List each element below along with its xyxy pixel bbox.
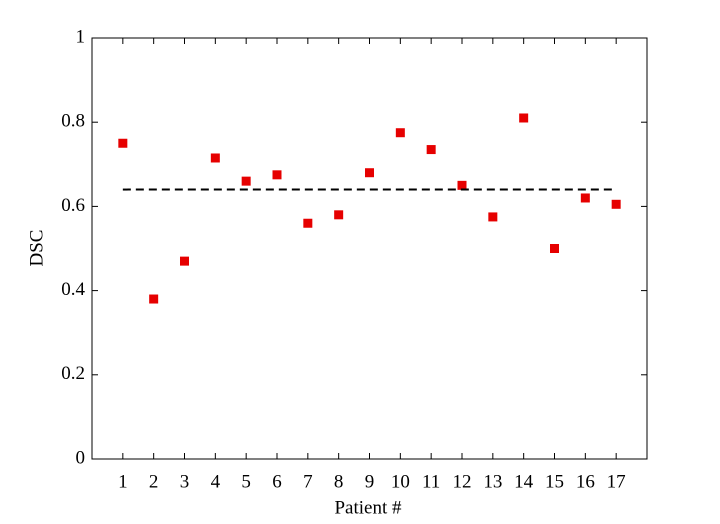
point [334,210,344,220]
y-tick-label: 0.4 [61,279,85,300]
point [395,128,405,138]
x-tick-label: 16 [576,471,595,492]
point [488,212,498,222]
point [611,199,621,209]
point [426,145,436,155]
point [365,168,374,178]
x-tick-label: 9 [365,471,375,492]
x-tick-label: 14 [514,471,534,492]
x-tick-label: 3 [180,471,190,492]
point [241,176,251,186]
x-tick-label: 8 [334,471,344,492]
x-tick-label: 1 [118,471,128,492]
point [118,138,128,148]
point [149,294,159,304]
point [303,218,313,228]
x-tick-label: 12 [453,471,472,492]
point [580,193,590,203]
x-tick-label: 17 [607,471,626,492]
y-tick-label: 0.8 [61,111,85,132]
y-tick-label: 1 [76,26,86,47]
y-tick-label: 0.2 [61,363,85,384]
point [550,244,559,253]
x-tick-label: 2 [149,471,159,492]
x-tick-label: 11 [422,471,440,492]
x-tick-label: 4 [211,471,221,492]
point [180,256,189,266]
y-tick-label: 0.6 [61,195,85,216]
x-tick-label: 6 [272,471,282,492]
plot-frame [91,37,648,460]
x-tick-label: 7 [303,471,313,492]
x-tick-label: 10 [391,471,410,492]
x-tick-label: 5 [241,471,251,492]
x-tick-label: 13 [483,471,502,492]
point [457,180,467,190]
x-tick-label: 15 [545,471,564,492]
y-tick-label: 0 [76,447,86,468]
point [210,153,220,163]
x-axis-label: Patient # [334,497,402,518]
point [519,113,529,123]
y-axis-label: DSC [26,230,47,267]
point [272,170,282,180]
